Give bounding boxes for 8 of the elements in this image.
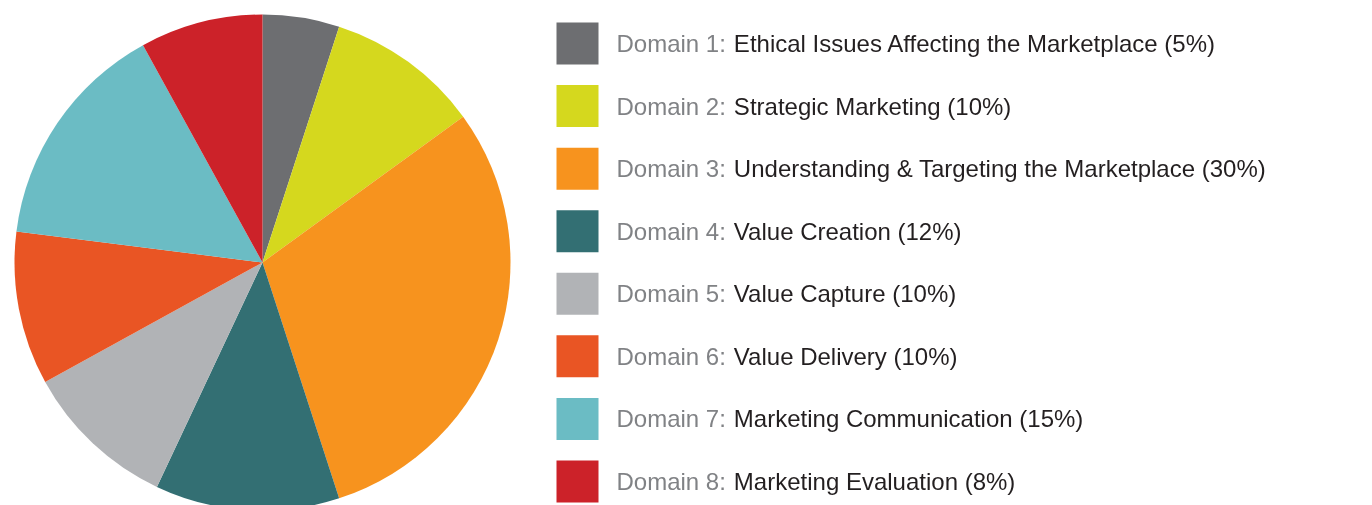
- legend-label: Domain 2: Strategic Marketing (10%): [616, 92, 1012, 120]
- legend-label: Domain 8: Marketing Evaluation (8%): [616, 468, 1016, 495]
- legend-label: Domain 3: Understanding & Targeting the Marketplace (30%): [616, 155, 1266, 183]
- legend-label: Domain 5: Value Capture (10%): [616, 280, 957, 308]
- legend-label: Domain 4: Value Creation (12%): [616, 217, 962, 245]
- legend-label: Domain 7: Marketing Communication (15%): [616, 405, 1084, 433]
- legend-label: Domain 6: Value Delivery (10%): [616, 342, 958, 370]
- legend-label: Domain 1: Ethical Issues Affecting the Marketplace (5%): [616, 30, 1215, 57]
